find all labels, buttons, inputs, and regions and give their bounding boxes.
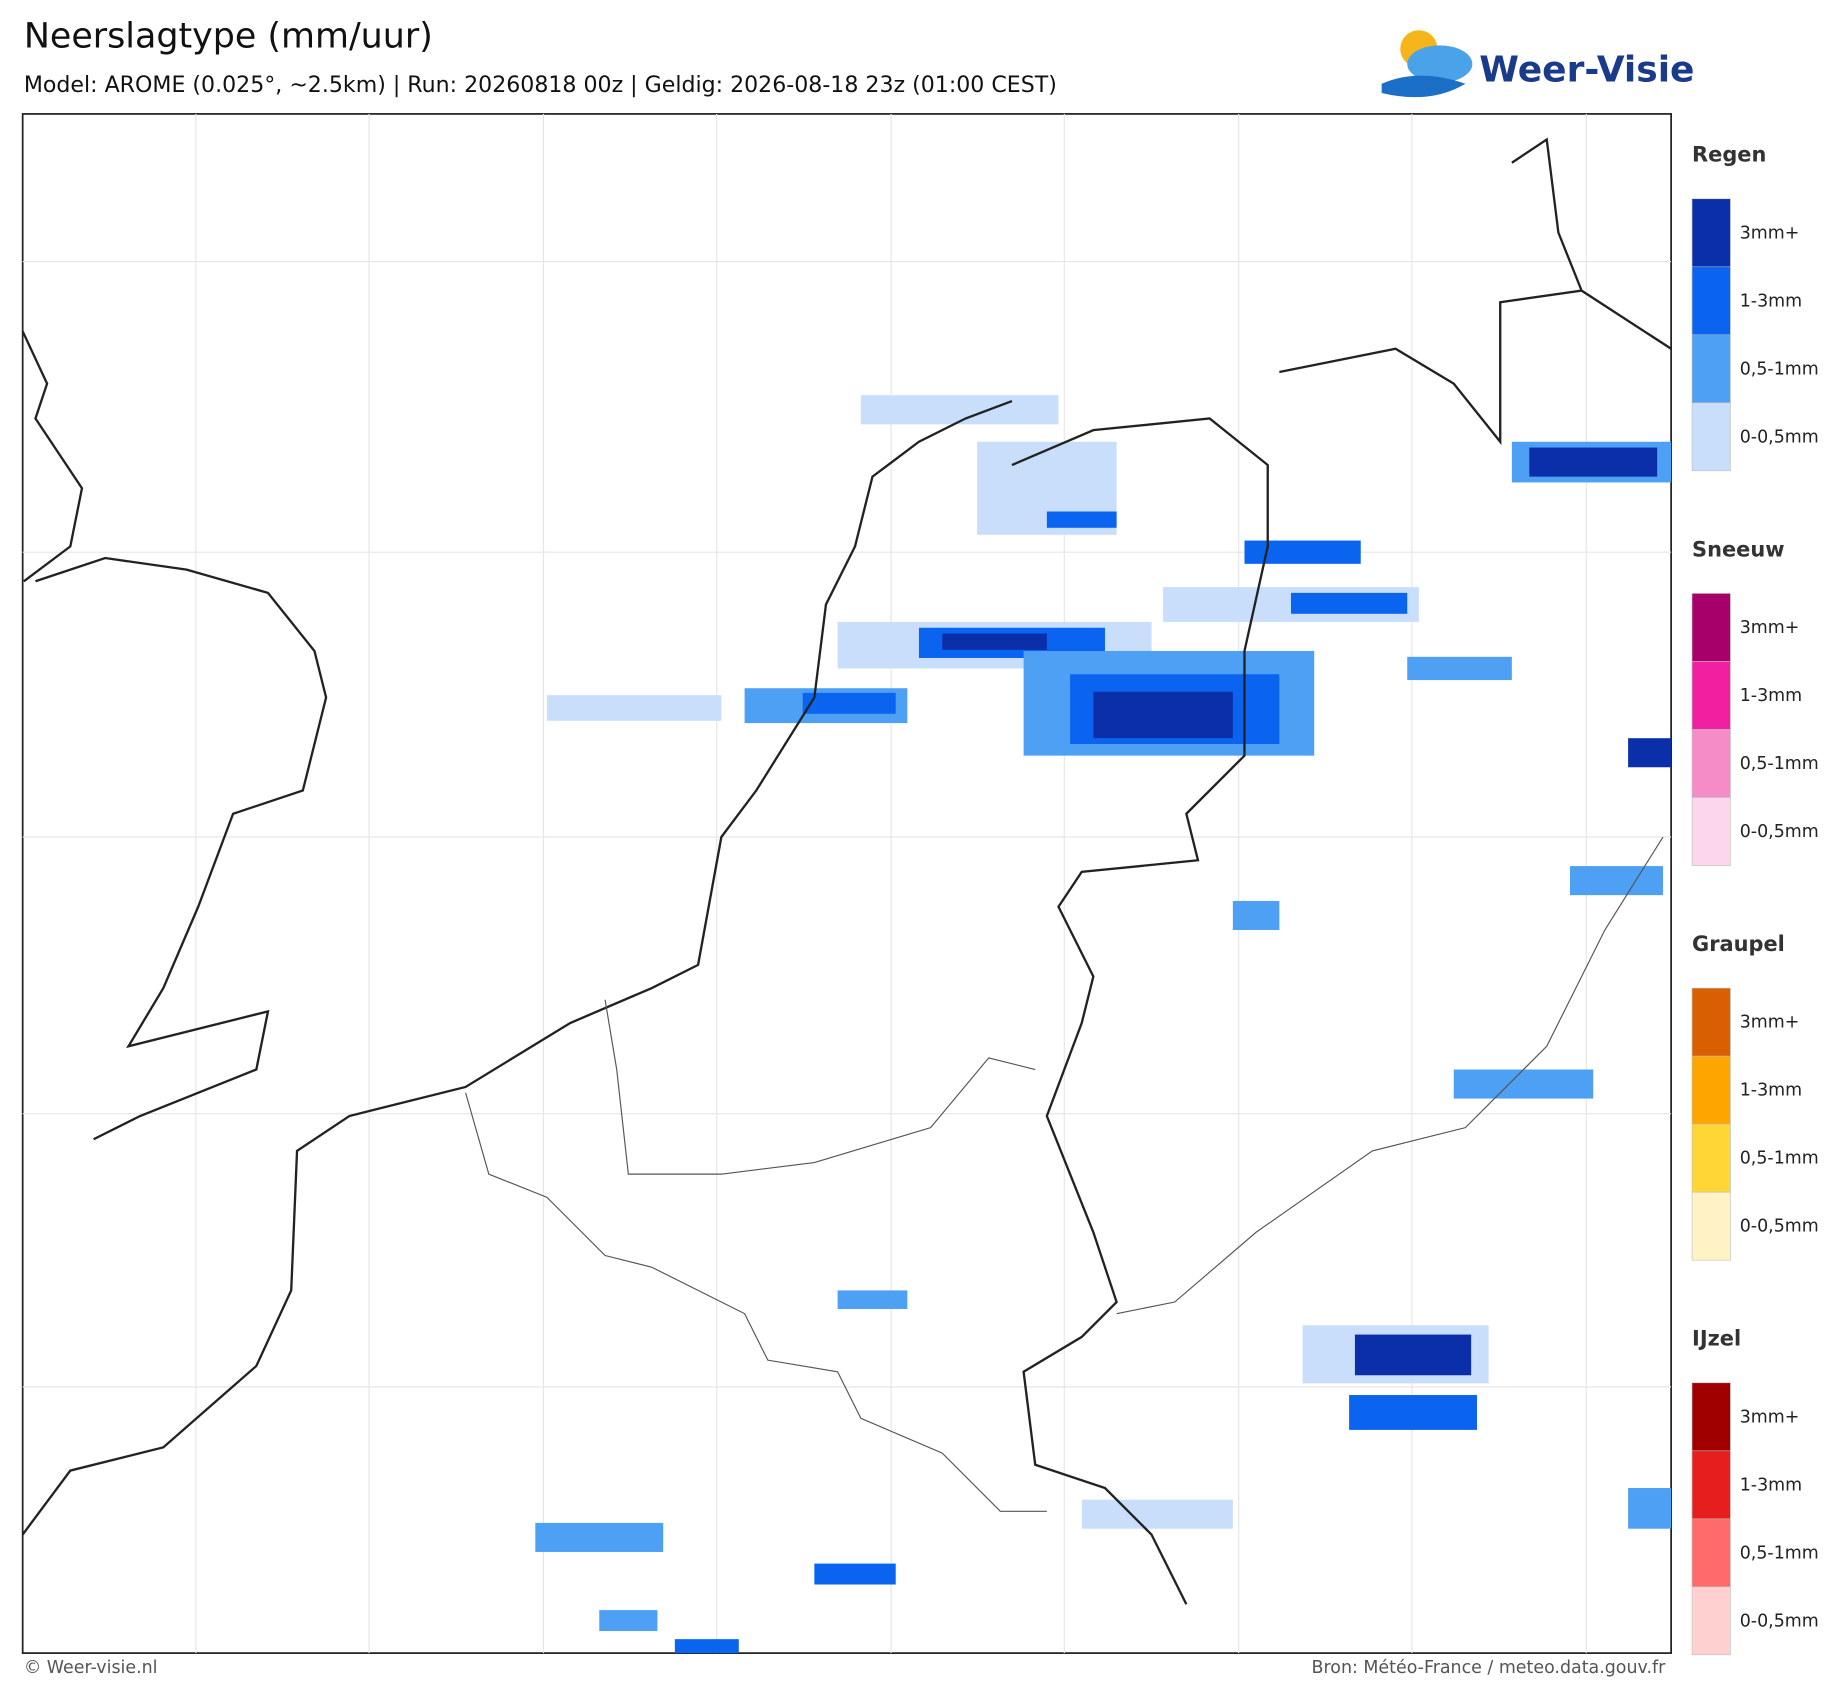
legend-swatch (1691, 1450, 1731, 1520)
legend-label: 0-0,5mm (1740, 427, 1819, 447)
legend-title: Graupel (1692, 932, 1785, 956)
legend-swatch (1691, 334, 1731, 404)
footer-left: © Weer-visie.nl (24, 1658, 158, 1678)
subtitle: Model: AROME (0.025°, ~2.5km) | Run: 202… (24, 73, 1057, 98)
precipitation (535, 395, 1672, 1654)
legend-label: 1-3mm (1740, 1081, 1802, 1101)
legend-swatch (1691, 198, 1731, 268)
legend-swatch (1691, 987, 1731, 1057)
legend-label: 0-0,5mm (1740, 1217, 1819, 1237)
legend-label: 3mm+ (1740, 223, 1800, 243)
legend-label: 1-3mm (1740, 686, 1802, 706)
legend-label: 3mm+ (1740, 1407, 1800, 1427)
title: Neerslagtype (mm/uur) (24, 17, 433, 57)
legend-label: 0,5-1mm (1740, 1149, 1819, 1169)
map (21, 113, 1672, 1654)
legend-label: 0-0,5mm (1740, 822, 1819, 842)
legend: Regen 3mm+ 1-3mm 0,5-1mm 0-0,5mm Sneeuw 3mm+ 1-… (1691, 143, 1819, 1656)
legend-swatch (1691, 1055, 1731, 1125)
legend-swatch (1691, 1123, 1731, 1193)
legend-title: IJzel (1692, 1327, 1741, 1351)
footer-right: Bron: Météo-France / meteo.data.gouv.fr (1312, 1658, 1667, 1678)
logo: Weer-Visie (1381, 30, 1694, 98)
legend-swatch (1691, 797, 1731, 866)
legend-swatch (1691, 266, 1731, 336)
legend-title: Sneeuw (1692, 537, 1785, 561)
legend-label: 3mm+ (1740, 1013, 1800, 1033)
legend-swatch (1691, 402, 1731, 472)
legend-label: 0-0,5mm (1740, 1611, 1819, 1631)
legend-label: 0,5-1mm (1740, 359, 1819, 379)
legend-swatch (1691, 661, 1731, 730)
legend-swatch (1691, 1586, 1731, 1656)
logo-text: Weer-Visie (1479, 49, 1694, 90)
legend-swatch (1691, 729, 1731, 798)
legend-label: 1-3mm (1740, 1475, 1802, 1495)
legend-label: 1-3mm (1740, 291, 1802, 311)
legend-swatch (1691, 593, 1731, 662)
legend-swatch (1691, 1518, 1731, 1588)
legend-title: Regen (1692, 143, 1766, 167)
legend-label: 0,5-1mm (1740, 754, 1819, 774)
legend-swatch (1691, 1191, 1731, 1261)
legend-label: 3mm+ (1740, 618, 1800, 638)
legend-swatch (1691, 1382, 1731, 1452)
legend-label: 0,5-1mm (1740, 1543, 1819, 1563)
